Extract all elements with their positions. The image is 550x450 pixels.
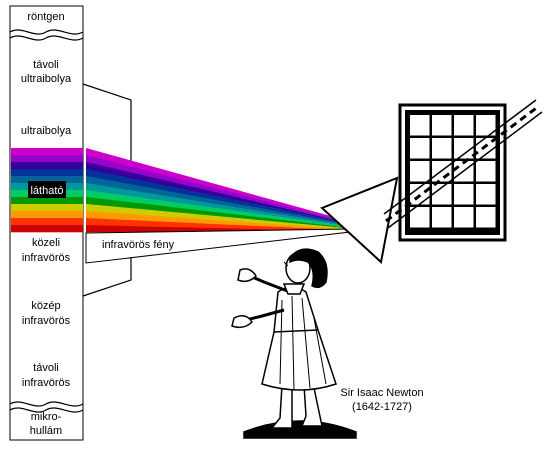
visible-stripe [11,155,83,163]
band-label-far-uv-1: távoli [33,59,59,71]
window-pane [410,161,430,182]
beam-band [86,204,352,230]
band-label-mid-ir-1: közép [31,300,60,312]
band-label-far-ir-2: infravörös [22,377,71,389]
beam-band [86,218,352,232]
left-leg [270,384,293,429]
window-pane [432,184,452,205]
break-line-top-1 [9,29,84,35]
break-line-bottom-2 [9,407,84,413]
sunlight-beam-edge-upper [383,99,537,215]
caption-years: (1642-1727) [352,401,412,413]
band-label-near-ir-1: közeli [32,237,60,249]
right-leg [300,384,323,427]
visible-stripe [11,204,83,212]
beam-band [86,197,352,229]
beam-band [86,176,352,227]
wig [289,248,328,289]
window-pane [432,115,452,136]
forward-arm [245,308,285,322]
beam-band [86,211,352,231]
forward-hand [231,315,253,329]
window-pane [454,138,474,159]
nose [283,261,289,267]
window [398,103,507,242]
sunlight-beam-edge-lower [387,111,543,229]
ground-base [243,420,357,439]
window-pane [454,207,474,228]
infrared-beam-label: infravörös fény [102,239,175,251]
band-label-microwave-2: hullám [30,425,62,437]
band-label-far-ir-1: távoli [33,362,59,374]
visible-stripe [11,148,83,156]
visible-stripe [11,176,83,184]
beam-band [86,162,352,225]
belt [273,329,319,333]
visible-stripe [11,197,83,205]
visible-stripe [11,211,83,219]
window-pane [476,161,496,182]
window-pane [432,207,452,228]
visible-label-background [28,181,66,198]
visible-stripe [11,218,83,226]
band-label-microwave-1: mikro- [31,411,62,423]
raised-hand [237,268,257,283]
visible-stripe [11,162,83,170]
collar [282,283,306,295]
newton-figure [231,248,357,439]
window-pane [410,115,430,136]
window-pane [410,207,430,228]
band-label-rontgen: röntgen [27,11,64,23]
beam-band [86,183,352,227]
break-line-top-2 [9,35,84,41]
visible-stripe [11,169,83,177]
sunlight-beam [383,99,543,229]
band-label-mid-ir-2: infravörös [22,315,71,327]
visible-stripe [11,225,83,233]
band-label-uv: ultraibolya [21,125,72,137]
window-pane [476,184,496,205]
window-pane [454,184,474,205]
rainbow-beam [86,148,352,233]
window-pane [476,115,496,136]
window-pane [454,115,474,136]
coat [261,286,337,391]
window-pane [476,138,496,159]
beam-band [86,169,352,226]
sunlight-beam-core [385,104,540,223]
band-label-far-uv-2: ultraibolya [21,73,72,85]
caption-name: Sir Isaac Newton [340,387,423,399]
window-pane [410,138,430,159]
window-pane [432,138,452,159]
spectrum-column: röntgen távoli ultraibolya ultraibolya l… [9,5,84,441]
coat-folds [279,295,327,391]
window-pane [476,207,496,228]
break-line-bottom-1 [9,401,84,407]
beam-band [86,148,352,223]
band-label-visible: látható [30,185,63,197]
band-label-near-ir-2: infravörös [22,252,71,264]
beam-band [86,190,352,228]
beam-band [86,155,352,224]
